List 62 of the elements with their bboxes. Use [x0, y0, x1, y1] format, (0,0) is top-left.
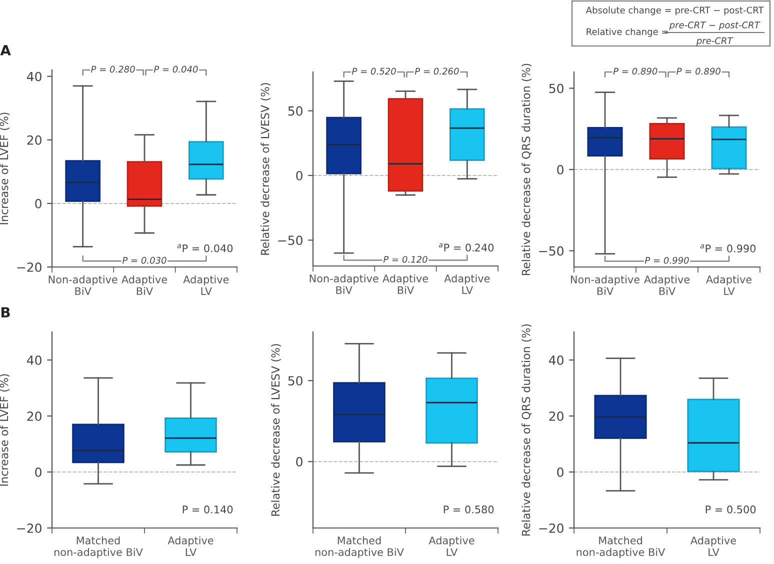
- x-tick-label: Adaptive BiV: [644, 275, 690, 295]
- y-tick-label: 50: [549, 84, 564, 94]
- annotation: P = 0.280: [90, 66, 135, 73]
- y-tick-label: −50: [539, 246, 564, 256]
- x-tick-label: Adaptive LV: [444, 274, 490, 294]
- annotation: $^{a}$P = 0.990: [700, 244, 756, 252]
- y-tick-label: −20: [17, 262, 42, 272]
- y-tick-label: 0: [557, 164, 564, 174]
- y-axis-title: Relative decrease of QRS duration (%): [522, 64, 532, 276]
- x-tick-label: Non-adaptive BiV: [48, 275, 118, 295]
- annotation: P = 0.990: [644, 256, 689, 264]
- annotation: P = 0.040: [154, 66, 198, 73]
- y-tick-label: −20: [17, 523, 42, 533]
- y-tick-label: 0: [557, 467, 564, 477]
- annotation: P = 0.890: [613, 68, 658, 75]
- y-tick-label: 50: [288, 106, 302, 116]
- annotation: $^{a}$P = 0.240: [438, 243, 494, 252]
- y-tick-label: 40: [548, 355, 564, 365]
- y-tick-label: 0: [35, 467, 42, 477]
- x-tick-label: Adaptive BiV: [122, 275, 167, 295]
- y-tick-label: 0: [296, 170, 302, 180]
- x-tick-label: Matched non-adaptive BiV: [576, 536, 666, 558]
- text: B: [1, 307, 10, 318]
- text: Relative change =: [586, 28, 668, 37]
- text: Absolute change = pre-CRT − post-CRT: [586, 6, 764, 16]
- x-tick-label: Adaptive LV: [428, 536, 474, 556]
- x-tick-label: Adaptive LV: [690, 536, 736, 556]
- y-tick-label: 20: [27, 135, 42, 145]
- x-tick-label: Adaptive LV: [183, 275, 229, 295]
- y-axis-title: Relative decrease of QRS duration (%): [522, 324, 532, 536]
- annotation: P = 0.120: [383, 256, 428, 263]
- y-tick-label: 40: [26, 72, 42, 82]
- x-tick-label: Non-adaptive BiV: [310, 274, 378, 294]
- y-tick-label: 40: [26, 355, 42, 365]
- text: A: [0, 45, 11, 56]
- y-axis-title: Increase of LVEF (%): [0, 112, 10, 224]
- annotation: $^{a}$P = 0.040: [177, 244, 233, 252]
- x-tick-label: Matched non-adaptive BiV: [54, 536, 143, 558]
- annotation: P = 0.890: [676, 68, 720, 75]
- y-axis-title: Relative decrease of LVESV (%): [271, 344, 281, 516]
- annotation: P = 0.580: [444, 506, 494, 514]
- y-axis-title: Relative decrease of LVESV (%): [260, 83, 270, 255]
- y-axis-title: Increase of LVEF (%): [0, 374, 10, 486]
- x-tick-label: Non-adaptive BiV: [570, 275, 640, 295]
- x-tick-label: Adaptive LV: [168, 536, 214, 556]
- y-tick-label: 0: [296, 457, 302, 467]
- annotation: P = 0.140: [182, 506, 233, 514]
- annotation: P = 0.500: [706, 506, 756, 514]
- y-tick-label: 0: [35, 198, 42, 208]
- annotation: P = 0.260: [414, 68, 459, 75]
- text: pre-CRT − post-CRT: [669, 22, 760, 30]
- x-tick-label: Adaptive BiV: [382, 274, 428, 294]
- y-tick-label: 20: [27, 411, 42, 421]
- x-tick-label: Adaptive LV: [706, 275, 752, 295]
- y-tick-label: −50: [278, 236, 302, 246]
- y-tick-label: 20: [549, 411, 564, 421]
- text: pre-CRT: [696, 37, 734, 46]
- annotation: P = 0.520: [352, 68, 396, 75]
- y-tick-label: −20: [539, 523, 564, 533]
- y-tick-label: 50: [288, 376, 302, 386]
- x-tick-label: Matched non-adaptive BiV: [316, 536, 404, 558]
- annotation: P = 0.030: [122, 256, 166, 264]
